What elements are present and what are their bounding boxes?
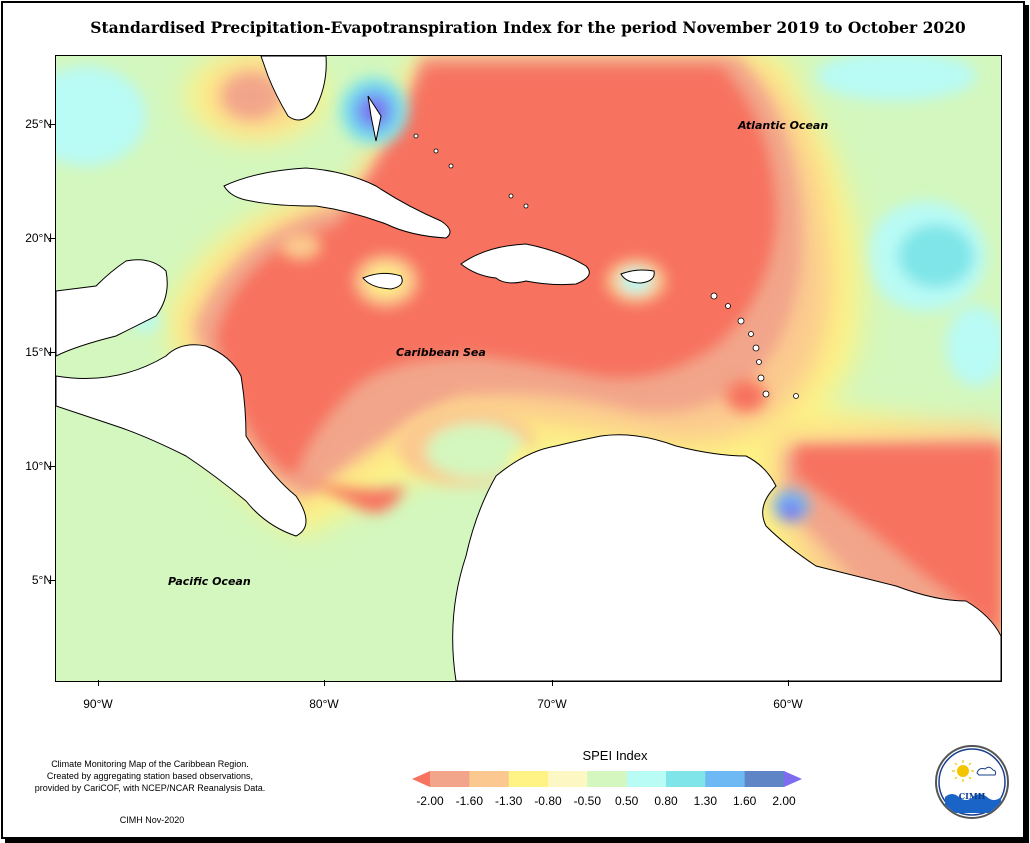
legend-swatch: [548, 771, 588, 787]
lat-label-10n: 10°N: [25, 459, 52, 473]
jamaica-island: [362, 272, 403, 290]
lon-label-80w: 80°W: [309, 697, 339, 711]
pacific-ocean-label: Pacific Ocean: [168, 575, 251, 588]
wet-anomaly-areas: [56, 56, 1001, 386]
lat-tick-5n: [49, 580, 55, 581]
legend-tick-label: -1.30: [494, 794, 523, 808]
cuba-island: [223, 167, 451, 239]
lat-tick-15n: [49, 352, 55, 353]
lon-label-70w: 70°W: [537, 697, 567, 711]
lat-label-15n: 15°N: [25, 345, 52, 359]
legend-tick-label: -0.80: [534, 794, 562, 808]
legend-swatch-low-cap: [412, 771, 430, 787]
spei-map-canvas: [56, 56, 1001, 681]
bahamas-islands: [367, 95, 382, 142]
caribbean-sea-label: Caribbean Sea: [396, 346, 486, 359]
sun-rays-icon: [952, 760, 974, 782]
lon-label-60w: 60°W: [773, 697, 803, 711]
legend-swatch: [666, 771, 706, 787]
legend-swatch: [587, 771, 628, 787]
land-masses: [56, 56, 1001, 681]
legend-tick-label: -0.50: [573, 794, 601, 808]
lon-tick-60w: [788, 680, 789, 686]
florida-landmass: [260, 56, 327, 121]
lat-label-25n: 25°N: [25, 117, 52, 131]
lat-tick-25n: [49, 124, 55, 125]
legend-tick-label: -2.00: [416, 794, 444, 808]
legend-tick-label: 1.30: [693, 794, 717, 808]
lat-tick-20n: [49, 238, 55, 239]
legend-swatch: [626, 771, 667, 787]
legend-swatch: [508, 771, 549, 787]
legend-swatch: [705, 771, 746, 787]
legend-swatch-high-cap: [784, 771, 802, 787]
yucatan-landmass: [56, 259, 168, 357]
legend-tick-label: -1.60: [455, 794, 483, 808]
credit-line: Created by aggregating station based obs…: [46, 771, 254, 781]
legend-swatch: [744, 771, 785, 787]
sun-icon: [957, 765, 969, 777]
spei-map: [55, 55, 1002, 682]
credit-line: provided by CariCOF, with NCEP/NCAR Rean…: [34, 783, 266, 793]
cloud-icon: [976, 766, 997, 776]
lat-label-20n: 20°N: [25, 231, 52, 245]
data-credit: Climate Monitoring Map of the Caribbean …: [20, 758, 280, 794]
legend-tick-label: 0.50: [614, 794, 639, 808]
lesser-antilles: [413, 133, 799, 399]
credit-date: CIMH Nov-2020: [119, 815, 185, 825]
legend-swatch: [430, 771, 470, 787]
cimh-logo: CIMH: [935, 745, 1009, 819]
lat-tick-10n: [49, 466, 55, 467]
legend-tick-label: 0.80: [654, 794, 678, 808]
waves-icon: [945, 794, 1001, 813]
cimh-logo-graphic: [938, 748, 1006, 816]
lon-tick-90w: [98, 680, 99, 686]
legend-swatch: [469, 771, 510, 787]
south-america-landmass: [452, 434, 1001, 681]
lon-label-90w: 90°W: [83, 697, 113, 711]
legend-tick-label: 1.60: [732, 794, 757, 808]
lon-tick-80w: [324, 680, 325, 686]
lat-label-5n: 5°N: [31, 573, 52, 587]
credit-line: Climate Monitoring Map of the Caribbean …: [51, 759, 249, 769]
legend-tick-label: 2.00: [772, 794, 796, 808]
logo-label: CIMH: [958, 791, 986, 801]
atlantic-ocean-label: Atlantic Ocean: [738, 119, 829, 132]
legend-colorbar: [412, 771, 802, 787]
hispaniola-island: [460, 243, 590, 286]
map-title: Standardised Precipitation-Evapotranspir…: [90, 18, 966, 37]
legend-title: SPEI Index: [582, 748, 648, 763]
puerto-rico-island: [620, 269, 655, 284]
lon-tick-70w: [552, 680, 553, 686]
central-america-landmass: [56, 344, 307, 537]
